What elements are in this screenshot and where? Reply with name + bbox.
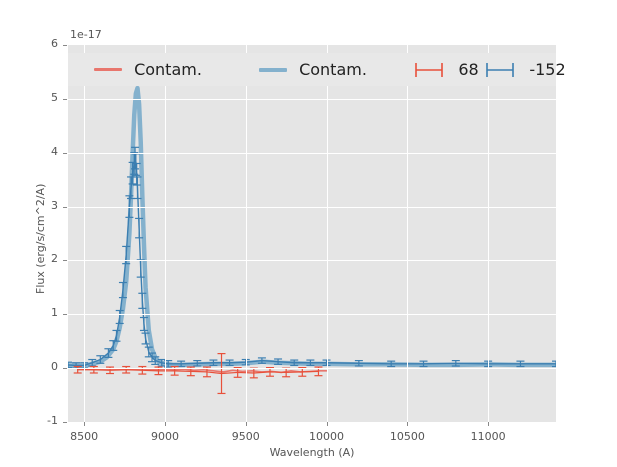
y-tick-label: -1 (47, 414, 58, 427)
x-tick-label: 10500 (389, 430, 425, 443)
series-errorbar-red (73, 353, 323, 395)
y-axis-offset-text: 1e-17 (70, 28, 102, 41)
series-contam-blue (68, 85, 556, 369)
x-tick-label: 8500 (70, 430, 99, 443)
series-line-blue (68, 157, 556, 367)
y-tick (63, 45, 67, 46)
legend-line-swatch (94, 68, 123, 71)
series-line-red (77, 369, 320, 375)
errorbar-icon (486, 62, 515, 77)
x-gridline (245, 45, 247, 422)
x-axis-label: Wavelength (A) (269, 446, 355, 459)
legend-line-swatch (259, 67, 288, 72)
y-tick (63, 260, 67, 262)
y-tick (63, 152, 67, 154)
x-tick (407, 422, 409, 426)
x-gridline (488, 45, 490, 422)
y-tick-label: 0 (51, 360, 58, 374)
legend-label: 68 (458, 60, 479, 79)
legend-item-1[interactable]: Contam. (68, 60, 228, 79)
legend-errorbar-swatch (412, 61, 446, 79)
legend-label: -152 (529, 60, 566, 79)
x-gridline (326, 45, 328, 422)
y-tick (63, 98, 67, 100)
plot-svg (68, 85, 556, 395)
x-tick-label: 10000 (309, 430, 345, 443)
y-tick-label: 5 (51, 90, 58, 104)
y-gridline (68, 260, 556, 262)
plot-area (68, 45, 556, 422)
legend-label: Contam. (299, 60, 367, 79)
x-gridline (84, 45, 86, 422)
x-tick-label: 11000 (470, 430, 506, 443)
y-gridline (68, 206, 556, 208)
x-tick (245, 422, 247, 426)
x-tick-label: 9000 (150, 430, 179, 443)
y-tick-label: 6 (51, 37, 58, 50)
legend-item-2[interactable]: Contam. (228, 60, 398, 79)
y-gridline (68, 314, 556, 316)
legend[interactable]: Contam. Contam. 68 -152 (68, 53, 566, 86)
legend-item-3[interactable]: 68 (398, 60, 493, 79)
x-tick (326, 422, 328, 426)
x-tick (488, 422, 490, 426)
y-tick-label: 1 (51, 306, 58, 320)
legend-errorbar-swatch (483, 61, 517, 79)
y-tick (63, 314, 67, 316)
y-tick (63, 422, 67, 423)
y-tick (63, 368, 67, 370)
y-tick-label: 2 (51, 252, 58, 266)
legend-item-4[interactable]: -152 (486, 60, 566, 79)
y-tick-label: 3 (51, 198, 58, 212)
legend-label: Contam. (134, 60, 202, 79)
x-gridline (164, 45, 166, 422)
errorbar-icon (415, 62, 444, 77)
y-gridline (68, 98, 556, 100)
x-tick (84, 422, 86, 426)
y-tick (63, 206, 67, 208)
y-gridline (68, 368, 556, 370)
y-gridline (68, 152, 556, 154)
x-tick (164, 422, 166, 426)
x-gridline (407, 45, 409, 422)
y-tick-label: 4 (51, 144, 58, 158)
x-tick-label: 9500 (231, 430, 260, 443)
